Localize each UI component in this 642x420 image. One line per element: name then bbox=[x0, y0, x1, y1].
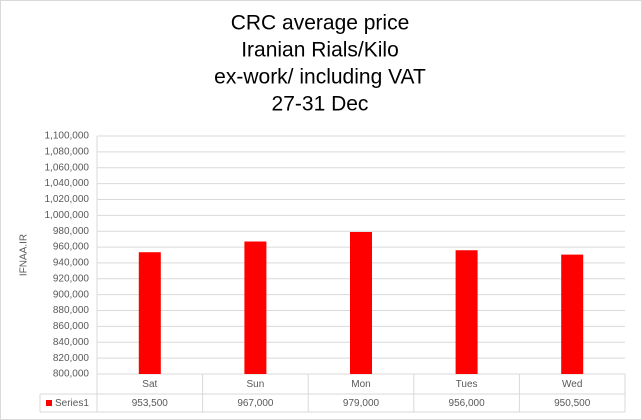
y-tick-label: 840,000 bbox=[53, 337, 90, 348]
y-tick-label: 800,000 bbox=[53, 369, 90, 380]
x-tick-label: Sun bbox=[247, 379, 265, 390]
y-tick-label: 960,000 bbox=[53, 242, 90, 253]
x-tick-label: Tues bbox=[456, 379, 478, 390]
y-tick-label: 860,000 bbox=[53, 321, 90, 332]
y-tick-label: 1,020,000 bbox=[45, 194, 90, 205]
chart-title: 27-31 Dec bbox=[272, 93, 369, 116]
chart-title: Iranian Rials/Kilo bbox=[241, 39, 399, 62]
x-tick-label: Wed bbox=[562, 379, 582, 390]
bar bbox=[561, 254, 584, 374]
legend-label: Series1 bbox=[55, 398, 89, 409]
bar bbox=[455, 250, 478, 374]
y-tick-label: 820,000 bbox=[53, 353, 90, 364]
y-axis-label: IFNAA.IR bbox=[19, 234, 30, 276]
bar bbox=[350, 231, 372, 374]
y-tick-label: 900,000 bbox=[53, 289, 90, 300]
bar bbox=[138, 252, 161, 374]
table-value: 950,500 bbox=[554, 398, 591, 409]
chart-title: CRC average price bbox=[231, 12, 410, 35]
table-value: 953,500 bbox=[132, 398, 169, 409]
table-value: 967,000 bbox=[237, 398, 274, 409]
x-tick-label: Sat bbox=[142, 379, 157, 390]
y-tick-label: 1,040,000 bbox=[45, 178, 90, 189]
table-value: 979,000 bbox=[343, 398, 380, 409]
table-value: 956,000 bbox=[449, 398, 486, 409]
x-tick-label: Mon bbox=[351, 379, 370, 390]
legend-key bbox=[46, 400, 52, 406]
bar bbox=[244, 241, 267, 374]
y-tick-label: 980,000 bbox=[53, 226, 90, 237]
y-tick-label: 1,100,000 bbox=[45, 131, 90, 142]
y-tick-label: 1,080,000 bbox=[45, 147, 90, 158]
y-tick-label: 1,060,000 bbox=[45, 162, 90, 173]
chart-title: ex-work/ including VAT bbox=[214, 66, 426, 89]
y-tick-label: 880,000 bbox=[53, 305, 90, 316]
y-tick-label: 940,000 bbox=[53, 258, 90, 269]
y-tick-label: 920,000 bbox=[53, 273, 90, 284]
y-tick-label: 1,000,000 bbox=[45, 210, 90, 221]
